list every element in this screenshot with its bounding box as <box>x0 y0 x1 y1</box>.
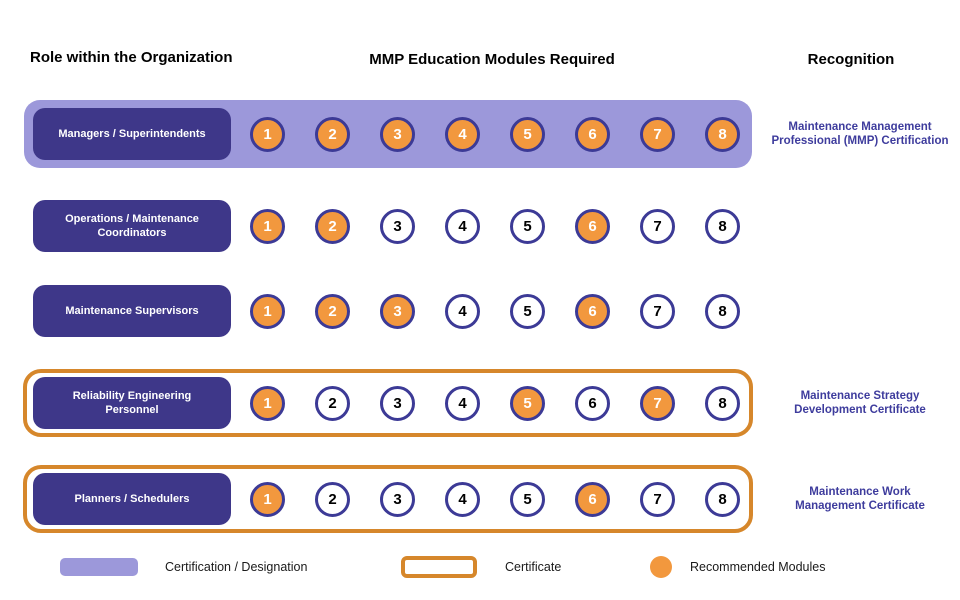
module-circle-recommended: 2 <box>315 208 350 244</box>
legend-certification-band-swatch <box>60 558 138 576</box>
recognition-label: Maintenance Work Management Certificate <box>763 485 957 513</box>
module-circle-recommended: 6 <box>575 293 610 329</box>
module-circle-recommended: 1 <box>250 116 285 152</box>
role-box: Planners / Schedulers <box>33 473 231 525</box>
module-circle-recommended: 1 <box>250 385 285 421</box>
module-circle-recommended: 7 <box>640 385 675 421</box>
module-circle-recommended: 6 <box>575 481 610 517</box>
recognition-label: Maintenance Strategy Development Certific… <box>763 389 957 417</box>
module-circle-recommended: 1 <box>250 208 285 244</box>
module-circle: 8 <box>705 208 740 244</box>
module-circle: 3 <box>380 208 415 244</box>
legend-label-certification: Certification / Designation <box>165 560 308 574</box>
module-circle: 2 <box>315 385 350 421</box>
module-circle: 3 <box>380 385 415 421</box>
module-circle: 7 <box>640 208 675 244</box>
role-box: Operations / Maintenance Coordinators <box>33 200 231 252</box>
recognition-column-header: Recognition <box>807 51 895 68</box>
modules-column-header: MMP Education Modules Required <box>369 51 615 68</box>
module-circle: 8 <box>705 481 740 517</box>
legend-certificate-outline-swatch <box>401 556 477 578</box>
legend-recommended-module-swatch <box>650 556 672 578</box>
module-circle: 6 <box>575 385 610 421</box>
module-circle: 5 <box>510 293 545 329</box>
module-circle-recommended: 2 <box>315 293 350 329</box>
module-circle-recommended: 6 <box>575 116 610 152</box>
recognition-label: Maintenance Management Professional (MMP)… <box>763 120 957 148</box>
module-circle-recommended: 3 <box>380 116 415 152</box>
module-circle: 4 <box>445 293 480 329</box>
module-circle: 5 <box>510 481 545 517</box>
module-circle-recommended: 4 <box>445 116 480 152</box>
role-box: Maintenance Supervisors <box>33 285 231 337</box>
recognition-label-line: Maintenance Management <box>788 121 932 133</box>
module-circle-recommended: 3 <box>380 293 415 329</box>
module-circle: 7 <box>640 481 675 517</box>
recognition-label-line: Maintenance Strategy <box>800 390 920 402</box>
module-circle: 2 <box>315 481 350 517</box>
recognition-label-line: Management Certificate <box>795 500 925 512</box>
module-circle-recommended: 1 <box>250 481 285 517</box>
module-circle-recommended: 8 <box>705 116 740 152</box>
module-circle-recommended: 7 <box>640 116 675 152</box>
module-circle: 4 <box>445 385 480 421</box>
module-circle: 4 <box>445 208 480 244</box>
module-circle: 4 <box>445 481 480 517</box>
role-column-header: Role within the Organization <box>30 49 233 66</box>
module-circle: 8 <box>705 293 740 329</box>
role-box: Reliability Engineering Personnel <box>33 377 231 429</box>
legend-label-certificate: Certificate <box>505 560 562 574</box>
recognition-label-line: Development Certificate <box>794 404 926 416</box>
recognition-label-line: Professional (MMP) Certification <box>771 135 949 147</box>
legend-label-recommended-modules: Recommended Modules <box>690 560 826 574</box>
module-circle: 3 <box>380 481 415 517</box>
module-circle-recommended: 2 <box>315 116 350 152</box>
module-circle: 5 <box>510 208 545 244</box>
recognition-label-line: Maintenance Work <box>809 486 911 498</box>
module-circle-recommended: 5 <box>510 116 545 152</box>
module-circle: 7 <box>640 293 675 329</box>
module-circle-recommended: 1 <box>250 293 285 329</box>
role-box: Managers / Superintendents <box>33 108 231 160</box>
module-circle-recommended: 6 <box>575 208 610 244</box>
module-circle-recommended: 5 <box>510 385 545 421</box>
module-circle: 8 <box>705 385 740 421</box>
